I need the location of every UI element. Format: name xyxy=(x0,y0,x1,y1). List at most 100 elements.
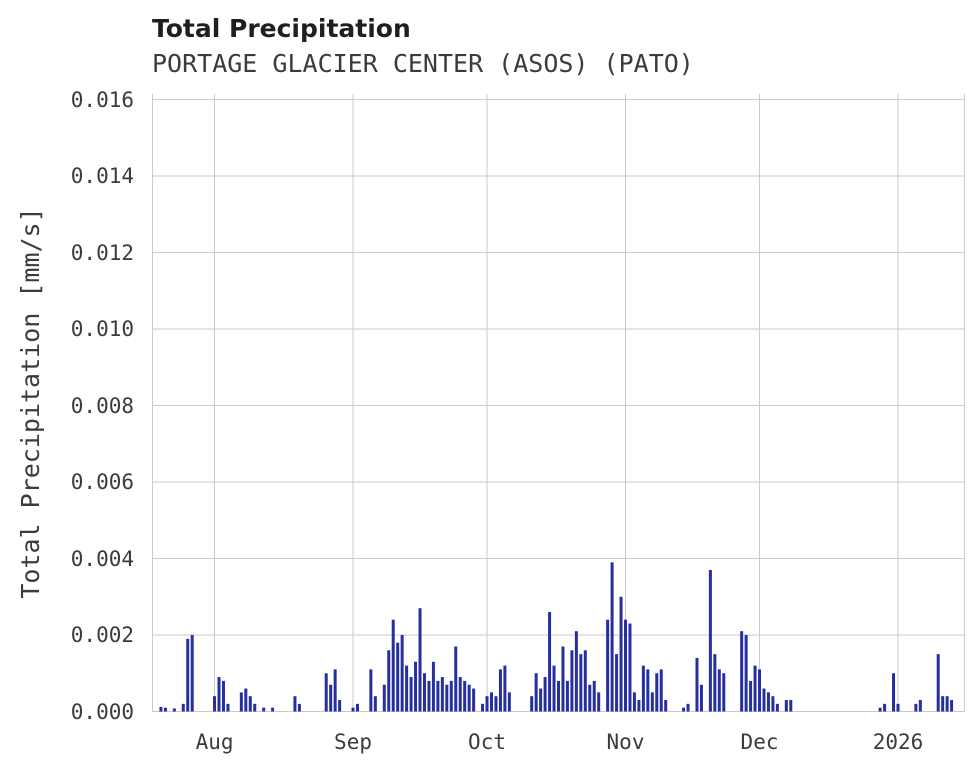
precip-bar xyxy=(588,684,592,712)
precip-bar xyxy=(396,642,400,712)
precip-bar xyxy=(749,680,753,712)
precip-bar xyxy=(766,692,770,712)
precip-bar xyxy=(717,669,721,712)
y-tick-label: 0.004 xyxy=(70,546,134,571)
precip-bar xyxy=(503,665,507,712)
x-tick-label: Sep xyxy=(334,730,372,754)
precip-bar xyxy=(181,703,185,712)
precip-bar xyxy=(682,707,686,712)
precip-bar xyxy=(758,669,762,712)
plot-area xyxy=(152,94,965,712)
precip-bar xyxy=(784,700,788,712)
y-tick-label: 0.008 xyxy=(70,393,134,418)
precip-bar xyxy=(418,608,422,712)
precip-bar xyxy=(641,665,645,712)
precip-bar xyxy=(606,619,610,712)
precip-bar xyxy=(253,703,257,712)
precip-bar xyxy=(329,684,333,712)
chart-subtitle: PORTAGE GLACIER CENTER (ASOS) (PATO) xyxy=(152,49,694,78)
precip-bar xyxy=(530,696,534,712)
precip-bar xyxy=(431,661,435,712)
precip-bar xyxy=(699,684,703,712)
precip-bar xyxy=(941,696,945,712)
precip-bar xyxy=(655,673,659,712)
precip-bar xyxy=(713,654,717,712)
precip-bar xyxy=(883,703,887,712)
precip-bar xyxy=(262,707,266,712)
precip-bar xyxy=(373,696,377,712)
precip-bar xyxy=(552,665,556,712)
precip-bar xyxy=(494,696,498,712)
precip-bar xyxy=(427,680,431,712)
precip-bar xyxy=(624,619,628,712)
precip-bar xyxy=(896,703,900,712)
precip-bar xyxy=(775,703,779,712)
precip-bar xyxy=(762,688,766,712)
precip-bar xyxy=(472,688,476,712)
precip-bar xyxy=(695,657,699,712)
y-tick-label: 0.012 xyxy=(70,240,134,265)
precip-bar xyxy=(387,650,391,712)
precip-bar xyxy=(244,688,248,712)
precip-bar xyxy=(789,700,793,712)
precip-bar xyxy=(628,623,632,712)
precip-bar xyxy=(467,684,471,712)
precip-bar xyxy=(226,703,230,712)
y-tick-label: 0.016 xyxy=(70,87,134,112)
precip-bar xyxy=(449,680,453,712)
precip-bar xyxy=(324,673,328,712)
precip-bar xyxy=(436,680,440,712)
precip-bar xyxy=(543,677,547,712)
precip-bar xyxy=(271,707,275,712)
precip-bar xyxy=(445,684,449,712)
precip-bar xyxy=(744,635,748,712)
precip-bar xyxy=(190,635,194,712)
precip-bar xyxy=(534,673,538,712)
precip-bar xyxy=(217,677,221,712)
precip-bar xyxy=(221,680,225,712)
precip-bar xyxy=(382,684,386,712)
plot-canvas xyxy=(152,94,965,712)
precip-bar xyxy=(186,638,190,712)
precip-bar xyxy=(163,707,167,712)
precip-bar xyxy=(597,692,601,712)
precip-bar xyxy=(583,650,587,712)
precip-bar xyxy=(333,669,337,712)
precip-bar xyxy=(172,708,176,712)
chart-title: Total Precipitation xyxy=(152,14,411,43)
precip-bar xyxy=(409,677,413,712)
x-tick-label: Nov xyxy=(606,730,645,754)
precip-bar xyxy=(463,680,467,712)
precip-bar xyxy=(481,703,485,712)
y-tick-label: 0.006 xyxy=(70,470,134,494)
precip-bar xyxy=(355,703,359,712)
precip-bar xyxy=(338,700,342,712)
precip-bar xyxy=(297,703,301,712)
precip-bar xyxy=(878,707,882,712)
precip-bar xyxy=(213,696,217,712)
precip-bar xyxy=(914,703,918,712)
precip-bar xyxy=(351,707,355,712)
precip-bar xyxy=(489,692,493,712)
precip-bar xyxy=(771,696,775,712)
precip-bar xyxy=(239,692,243,712)
precip-bar xyxy=(619,596,623,712)
precip-bar xyxy=(414,661,418,712)
precip-bar xyxy=(592,680,596,712)
precip-bar xyxy=(637,700,641,712)
precip-bar xyxy=(400,635,404,712)
precip-bar xyxy=(892,673,896,712)
precip-bar xyxy=(557,680,560,712)
precip-bar xyxy=(945,696,949,712)
precip-bar xyxy=(369,669,373,712)
precip-bar xyxy=(570,650,574,712)
precip-bar xyxy=(936,654,940,712)
precip-bar xyxy=(753,665,757,712)
y-tick-label: 0.000 xyxy=(70,699,134,724)
precip-bar xyxy=(248,696,252,712)
precip-bar xyxy=(539,688,543,712)
precip-bar xyxy=(454,646,458,712)
precip-bar xyxy=(458,677,462,712)
x-tick-label: 2026 xyxy=(872,730,924,754)
